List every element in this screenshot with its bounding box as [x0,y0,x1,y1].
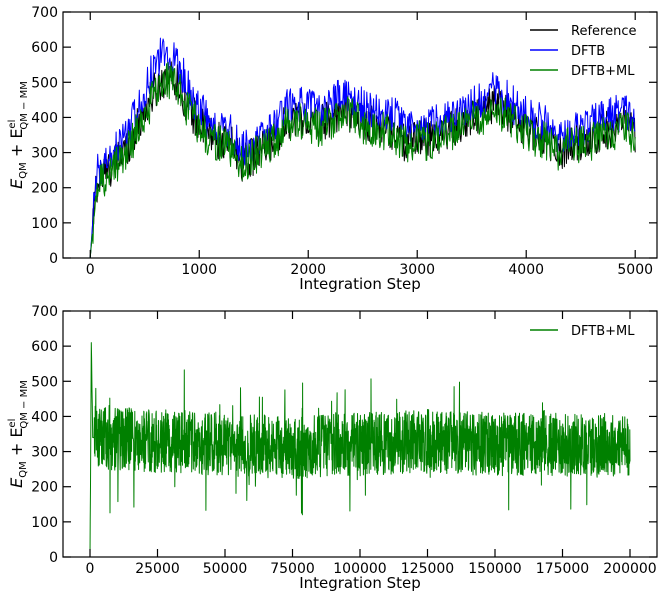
top-y-sub2: QM − MM [19,81,30,130]
bottom-x-tick-label: 150000 [468,561,521,577]
top-x-tick-label: 1000 [181,262,217,278]
panel-bottom: 0 25000 50000 75000 100000 125000 150000 175000… [7,304,658,592]
bottom-x-axis-title: Integration Step [299,574,421,592]
bottom-x-tick-label: 100000 [333,561,386,577]
top-y-sup: el [7,120,18,129]
bottom-y-sup: el [7,419,18,428]
bottom-y-sub2: QM − MM [19,380,30,429]
bottom-y-tick-label: 200 [31,480,58,496]
top-x-tick-label: 2000 [290,262,326,278]
bottom-y-sub1: QM [18,461,29,478]
top-ticks-group: 0 1000 2000 3000 4000 5000 0 100 200 300 400 500 600… [31,5,657,278]
bottom-x-tick-label: 75000 [270,561,315,577]
top-y-sub1: QM [18,162,29,179]
top-y-axis-title: EQM + EelQM − MM [7,81,30,189]
top-y-tick-label: 600 [31,40,58,56]
top-y-tick-label: 400 [31,110,58,126]
top-x-tick-label: 0 [86,262,95,278]
top-series-group [89,37,636,259]
top-y-tick-label: 300 [31,146,58,162]
top-plot-frame [62,11,658,259]
bottom-x-tick-label: 125000 [401,561,454,577]
bottom-y-tick-label: 600 [31,339,58,355]
top-legend: Reference DFTB DFTB+ML [530,24,636,79]
bottom-series-dftbml [89,342,631,558]
bottom-y-tick-label: 400 [31,409,58,425]
bottom-x-tick-label: 50000 [203,561,248,577]
bottom-x-tick-label: 175000 [536,561,589,577]
panel-top: 0 1000 2000 3000 4000 5000 0 100 200 300 400 500 600… [7,5,658,293]
top-y-tick-label: 100 [31,216,58,232]
bottom-y-tick-label: 100 [31,515,58,531]
top-series-reference [89,61,636,259]
bottom-y-tick-label: 0 [49,550,58,566]
bottom-y-tick-label: 300 [31,445,58,461]
top-x-tick-label: 5000 [617,262,653,278]
bottom-x-tick-label: 25000 [135,561,180,577]
bottom-legend: DFTB+ML [530,324,635,339]
bottom-y-axis-title: EQM + EelQM − MM [7,380,30,488]
top-legend-label-dftbml: DFTB+ML [571,64,635,79]
top-y-tick-label: 0 [49,251,58,267]
top-y-e1: E [7,178,26,189]
bottom-series-group [89,342,631,558]
bottom-y-tick-label: 700 [31,304,58,320]
top-legend-label-reference: Reference [571,24,636,39]
top-y-tick-label: 200 [31,181,58,197]
top-y-tick-label: 500 [31,75,58,91]
bottom-y-e1: E [7,477,26,488]
bottom-x-tick-label: 200000 [603,561,656,577]
top-x-tick-label: 3000 [399,262,435,278]
top-y-tick-label: 700 [31,5,58,21]
bottom-legend-label-dftbml: DFTB+ML [571,324,635,339]
bottom-y-tick-label: 500 [31,374,58,390]
bottom-x-tick-label: 0 [86,561,95,577]
bottom-y-plus: + E [7,428,26,462]
top-y-plus: + E [7,129,26,163]
top-series-dftbml [89,61,636,259]
top-x-tick-label: 4000 [508,262,544,278]
top-x-axis-title: Integration Step [299,275,421,293]
top-legend-label-dftb: DFTB [571,44,605,59]
bottom-ticks-group: 0 25000 50000 75000 100000 125000 150000 175000… [31,304,657,577]
